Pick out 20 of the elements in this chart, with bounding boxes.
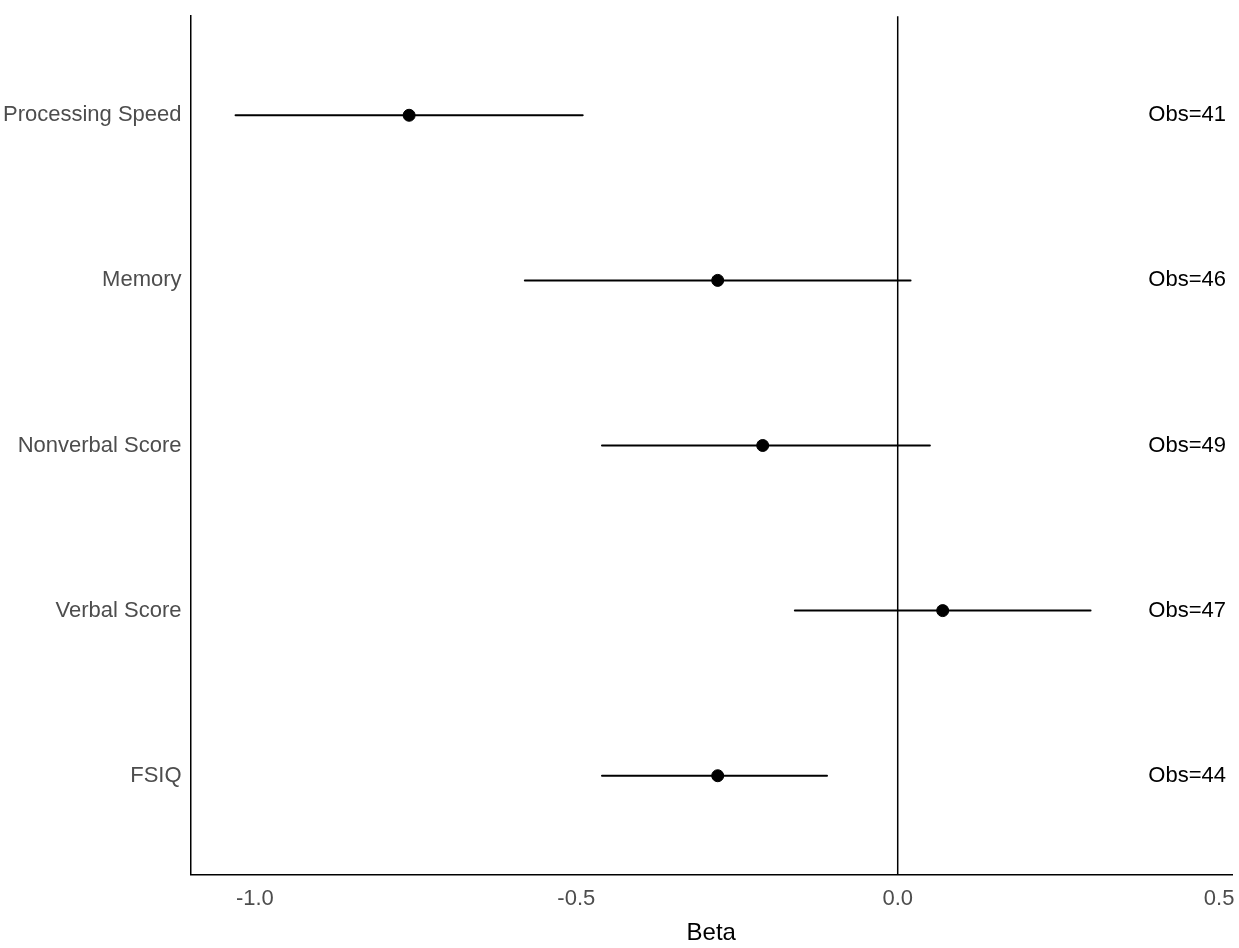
x-axis-title: Beta <box>686 918 737 946</box>
annotation: Obs=44 <box>1148 761 1226 787</box>
annotation: Obs=47 <box>1148 596 1226 622</box>
point <box>756 439 770 452</box>
x-tick-label: -1.0 <box>235 885 274 911</box>
annotation: Obs=49 <box>1148 431 1226 457</box>
point <box>936 604 950 618</box>
point <box>402 108 416 122</box>
point <box>711 769 725 783</box>
y-tick-label: Nonverbal Score <box>17 431 182 457</box>
annotation: Obs=41 <box>1148 101 1226 127</box>
y-tick-label: Memory <box>102 266 182 292</box>
y-tick-label: FSIQ <box>130 761 182 787</box>
point <box>711 273 725 287</box>
y-tick-label: Verbal Score <box>55 596 182 622</box>
x-tick-label: -0.5 <box>557 885 596 911</box>
x-tick-label: 0.5 <box>1203 885 1235 911</box>
x-tick-label: 0.0 <box>882 885 914 911</box>
annotation: Obs=46 <box>1148 266 1226 292</box>
y-tick-label: Processing Speed <box>2 101 182 127</box>
